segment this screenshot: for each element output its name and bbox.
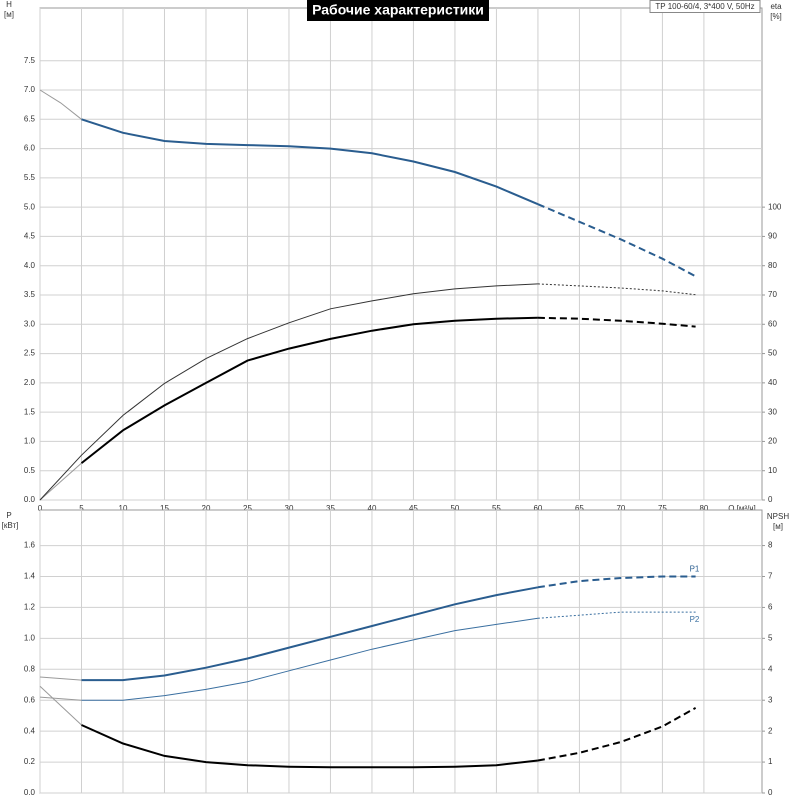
y-tick-label: 7.0: [24, 85, 36, 94]
y2-tick-label: 0: [768, 495, 773, 504]
y-tick-label: 1.0: [24, 437, 36, 446]
y-tick-label: 1.0: [24, 633, 36, 642]
y2-tick-label: 40: [768, 378, 777, 387]
x-tick-label: 55: [492, 504, 501, 513]
y-tick-label: 6.5: [24, 114, 36, 123]
y2-tick-label: 4: [768, 664, 773, 673]
y-tick-label: 1.5: [24, 407, 36, 416]
x-tick-label: 15: [160, 504, 169, 513]
y-tick-label: 0.0: [24, 495, 36, 504]
x-tick-label: 20: [202, 504, 211, 513]
y2-tick-label: 5: [768, 633, 773, 642]
x-tick-label: 25: [243, 504, 252, 513]
curve: [537, 203, 697, 278]
curve: [537, 316, 696, 328]
y-tick-label: 5.0: [24, 202, 36, 211]
y2-tick-label: 8: [768, 541, 773, 550]
x-tick-label: 40: [368, 504, 377, 513]
y2-tick-label: 100: [768, 202, 782, 211]
y2-tick-label: 1: [768, 757, 773, 766]
x-tick-label: 30: [285, 504, 294, 513]
y-axis-label: P: [6, 511, 11, 520]
y-tick-label: 7.5: [24, 56, 36, 65]
y2-tick-label: 80: [768, 261, 777, 270]
y-tick-label: 0.8: [24, 664, 36, 673]
x-tick-label: 10: [119, 504, 128, 513]
y-tick-label: 2.0: [24, 378, 36, 387]
curve: [39, 676, 82, 681]
y-tick-label: 1.2: [24, 603, 36, 612]
curve: [80, 316, 538, 464]
curve: [81, 724, 539, 769]
curve: [39, 462, 82, 501]
y2-tick-label: 90: [768, 232, 777, 241]
x-tick-label: 75: [658, 504, 667, 513]
y-tick-label: 2.5: [24, 349, 36, 358]
y-tick-label: 1.6: [24, 541, 36, 550]
y2-axis-unit: [%]: [770, 12, 782, 21]
curve: [39, 685, 82, 726]
curve-label: P1: [690, 565, 700, 574]
plot-area: [39, 509, 763, 794]
y-tick-label: 0.6: [24, 695, 36, 704]
curve: [39, 696, 82, 701]
curve: [39, 89, 82, 120]
curve: [537, 707, 697, 762]
curve-label: P2: [690, 615, 700, 624]
x-tick-label: 5: [79, 504, 84, 513]
x-tick-label: 60: [533, 504, 542, 513]
y-tick-label: 4.5: [24, 232, 36, 241]
y-tick-label: 3.5: [24, 290, 36, 299]
y-tick-label: 5.5: [24, 173, 36, 182]
curve: [81, 118, 539, 206]
y-tick-label: 3.0: [24, 319, 36, 328]
title-box: [307, 0, 489, 21]
y-axis-unit: [м]: [4, 10, 14, 19]
y2-tick-label: 50: [768, 349, 777, 358]
y2-axis-label: eta: [770, 2, 782, 11]
y2-tick-label: 30: [768, 407, 777, 416]
y2-tick-label: 20: [768, 437, 777, 446]
subtitle-box: [649, 0, 761, 13]
y2-tick-label: 60: [768, 319, 777, 328]
chart-subtitle: TP 100-60/4, 3*400 V, 50Hz: [655, 2, 754, 11]
x-tick-label: 50: [450, 504, 459, 513]
y2-axis-unit: [м]: [773, 522, 783, 531]
y-axis-unit: [кВт]: [2, 521, 19, 530]
y2-tick-label: 10: [768, 466, 777, 475]
y-tick-label: 0.4: [24, 726, 36, 735]
y-tick-label: 0.5: [24, 466, 36, 475]
curve: [81, 617, 538, 701]
y-tick-label: 6.0: [24, 144, 36, 153]
y-tick-label: 0.0: [24, 788, 36, 797]
y-axis-label: H: [6, 0, 12, 9]
y2-tick-label: 6: [768, 603, 773, 612]
x-tick-label: 35: [326, 504, 335, 513]
y2-tick-label: 3: [768, 695, 773, 704]
y-tick-label: 0.2: [24, 757, 36, 766]
y-tick-label: 4.0: [24, 261, 36, 270]
y-tick-label: 1.4: [24, 572, 36, 581]
x-tick-label: 45: [409, 504, 418, 513]
y2-tick-label: 2: [768, 726, 773, 735]
chart-title: Рабочие характеристики: [312, 2, 484, 18]
curve: [39, 283, 538, 501]
curve: [537, 575, 696, 589]
x-axis-label: Q [м³/ч]: [728, 504, 755, 513]
x-tick-label: 80: [699, 504, 708, 513]
x-tick-label: 70: [616, 504, 625, 513]
y2-tick-label: 0: [768, 788, 773, 797]
x-tick-label: 0: [38, 504, 43, 513]
x-tick-label: 65: [575, 504, 584, 513]
curve: [81, 586, 539, 682]
y2-tick-label: 70: [768, 290, 777, 299]
y2-axis-label: NPSH: [767, 512, 789, 521]
y2-tick-label: 7: [768, 572, 773, 581]
